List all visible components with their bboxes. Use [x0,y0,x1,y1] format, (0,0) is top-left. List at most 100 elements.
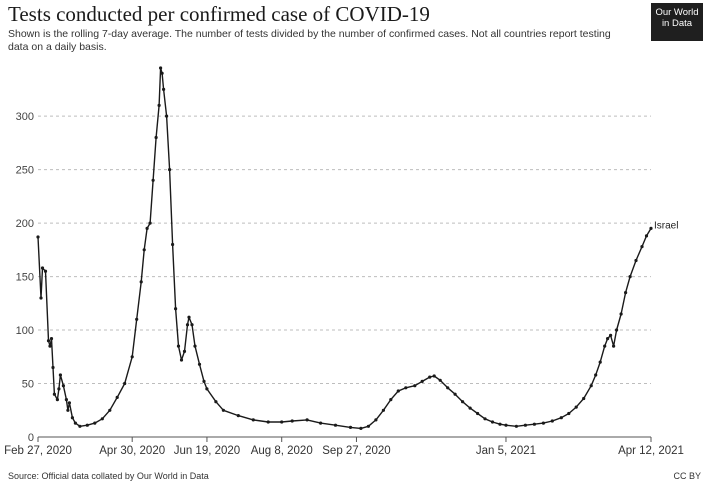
data-point-6 [49,337,54,341]
data-point-25 [130,355,134,359]
data-point-60 [333,423,338,427]
data-point-77 [468,406,472,410]
data-point-93 [594,373,598,377]
y-tick-label-150: 150 [16,272,34,284]
data-point-86 [541,421,546,425]
y-tick-label-200: 200 [16,218,34,230]
data-point-11 [58,373,63,377]
data-point-10 [57,387,61,391]
data-point-87 [550,419,554,423]
data-point-61 [348,425,353,429]
data-point-23 [115,395,119,399]
logo-line-1: Our World [655,7,699,18]
owid-logo[interactable]: Our World in Data [651,3,703,41]
data-point-69 [413,384,417,388]
data-point-75 [453,392,457,396]
data-point-90 [574,405,578,409]
data-point-71 [428,375,432,379]
data-point-48 [197,362,202,366]
data-point-101 [624,291,628,295]
data-point-32 [154,135,158,140]
data-point-95 [603,344,607,348]
data-point-70 [420,379,424,383]
data-point-14 [66,408,70,412]
data-point-103 [634,258,638,263]
data-point-64 [374,418,378,422]
data-point-46 [190,323,194,327]
data-point-18 [78,424,82,428]
data-point-21 [100,417,104,421]
y-tick-label-100: 100 [16,325,34,337]
data-point-38 [168,168,172,172]
data-point-22 [108,408,112,412]
data-point-16 [70,416,74,420]
data-point-30 [148,221,152,225]
data-point-27 [139,280,143,284]
data-point-1 [39,296,43,300]
y-tick-label-300: 300 [16,111,34,123]
series-label-0: Israel [654,220,678,231]
x-tick-label-4: Sep 27, 2020 [322,445,390,457]
data-point-4 [46,339,51,343]
data-point-35 [160,71,164,75]
data-point-42 [179,358,184,362]
data-point-85 [532,422,537,426]
data-point-94 [598,360,602,364]
data-point-89 [567,411,571,416]
data-point-33 [157,103,161,107]
data-point-62 [359,426,363,430]
data-point-76 [461,400,465,404]
data-point-96 [606,337,610,341]
data-point-65 [381,408,385,412]
data-point-84 [523,423,528,427]
data-point-74 [446,386,450,390]
data-point-51 [214,400,218,404]
license-label[interactable]: CC BY [673,471,701,481]
data-point-45 [187,315,191,319]
data-point-5 [48,344,52,348]
data-point-91 [582,396,586,401]
data-point-81 [498,422,502,426]
data-point-19 [85,423,89,427]
source-note[interactable]: Source: Official data collated by Our Wo… [8,471,209,481]
data-point-80 [490,420,495,424]
data-point-54 [251,418,255,422]
y-tick-label-50: 50 [22,379,34,391]
data-point-39 [171,242,175,247]
y-tick-label-250: 250 [16,165,34,177]
data-point-0 [36,235,40,239]
data-point-56 [280,420,284,424]
data-point-41 [176,344,181,348]
data-point-12 [61,384,65,388]
data-point-24 [123,381,127,386]
data-point-67 [396,389,400,393]
data-point-29 [145,226,149,230]
data-point-78 [476,411,480,416]
data-point-100 [619,312,623,316]
data-point-99 [615,328,619,332]
data-point-8 [52,392,57,396]
data-point-92 [589,384,593,388]
data-point-15 [67,401,71,405]
data-point-98 [612,344,616,348]
data-point-68 [404,386,408,390]
data-point-47 [193,344,197,348]
data-point-37 [165,114,169,118]
data-point-104 [640,245,644,249]
data-point-97 [609,333,613,337]
data-point-7 [51,365,55,370]
data-point-43 [182,349,187,353]
data-point-36 [162,87,166,91]
data-point-82 [504,423,508,427]
data-point-73 [438,378,442,382]
data-point-13 [64,398,68,402]
y-tick-label-0: 0 [28,432,34,444]
data-point-102 [628,275,632,279]
data-point-20 [93,421,97,425]
x-tick-label-2: Jun 19, 2020 [174,445,241,457]
x-tick-label-0: Feb 27, 2020 [4,445,72,457]
data-point-66 [389,398,393,402]
data-point-3 [43,269,48,273]
data-point-83 [514,424,519,428]
data-point-28 [142,248,146,252]
